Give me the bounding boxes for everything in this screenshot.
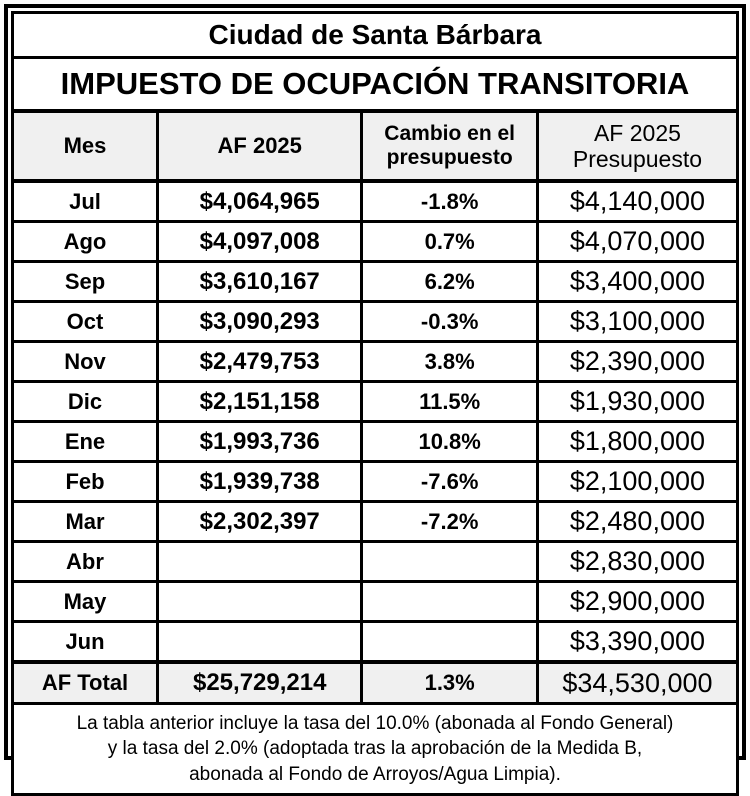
cell-af2025	[155, 580, 364, 623]
column-header-presupuesto: AF 2025 Presupuesto	[535, 109, 740, 183]
cell-total-presupuesto: $34,530,000	[535, 660, 740, 705]
table-row-jun: Jun $3,390,000	[11, 620, 740, 664]
page-title: Ciudad de Santa Bárbara	[11, 11, 739, 59]
table-row-ene: Ene $1,993,736 10.8% $1,800,000	[11, 420, 740, 463]
table-row-abr: Abr $2,830,000	[11, 540, 740, 583]
cell-month: Abr	[11, 540, 159, 583]
cell-cambio: -7.2%	[360, 500, 539, 543]
cell-af2025: $1,993,736	[155, 420, 364, 463]
cell-presupuesto: $2,390,000	[535, 340, 740, 383]
table-title: IMPUESTO DE OCUPACIÓN TRANSITORIA	[11, 56, 739, 113]
cell-cambio: 6.2%	[360, 260, 539, 303]
cell-af2025: $3,090,293	[155, 300, 364, 343]
footnote: La tabla anterior incluye la tasa del 10…	[11, 702, 739, 796]
footnote-line-2: y la tasa del 2.0% (adoptada tras la apr…	[107, 738, 643, 760]
cell-presupuesto: $1,800,000	[535, 420, 740, 463]
cell-month: Nov	[11, 340, 159, 383]
cell-total-af2025: $25,729,214	[155, 660, 364, 705]
cell-presupuesto: $3,100,000	[535, 300, 740, 343]
title-row-tax: IMPUESTO DE OCUPACIÓN TRANSITORIA	[11, 56, 739, 113]
column-header-af2025: AF 2025	[155, 109, 364, 183]
cell-month: Oct	[11, 300, 159, 343]
cell-month: Dic	[11, 380, 159, 423]
cell-presupuesto: $2,480,000	[535, 500, 740, 543]
footnote-row: La tabla anterior incluye la tasa del 10…	[11, 702, 739, 796]
cell-af2025: $3,610,167	[155, 260, 364, 303]
table-row-sep: Sep $3,610,167 6.2% $3,400,000	[11, 260, 740, 303]
cell-af2025	[155, 540, 364, 583]
cell-af2025: $4,097,008	[155, 220, 364, 263]
cell-presupuesto: $3,400,000	[535, 260, 740, 303]
table-row-jul: Jul $4,064,965 -1.8% $4,140,000	[11, 179, 740, 223]
cell-month: Feb	[11, 460, 159, 503]
footnote-line-3: abonada al Fondo de Arroyos/Agua Limpia)…	[189, 763, 561, 785]
cell-month: Ago	[11, 220, 159, 263]
cell-total-label: AF Total	[11, 660, 159, 705]
cell-cambio	[360, 540, 539, 583]
cell-cambio: 0.7%	[360, 220, 539, 263]
cell-af2025: $2,151,158	[155, 380, 364, 423]
cell-total-cambio: 1.3%	[360, 660, 539, 705]
cell-presupuesto: $1,930,000	[535, 380, 740, 423]
table-row-total: AF Total $25,729,214 1.3% $34,530,000	[11, 660, 740, 705]
table-row-oct: Oct $3,090,293 -0.3% $3,100,000	[11, 300, 740, 343]
cell-month: Jul	[11, 179, 159, 223]
cell-month: Mar	[11, 500, 159, 543]
table-row-feb: Feb $1,939,738 -7.6% $2,100,000	[11, 460, 740, 503]
table-row-ago: Ago $4,097,008 0.7% $4,070,000	[11, 220, 740, 263]
table-row-nov: Nov $2,479,753 3.8% $2,390,000	[11, 340, 740, 383]
cell-cambio: -0.3%	[360, 300, 539, 343]
cell-presupuesto: $2,100,000	[535, 460, 740, 503]
cell-presupuesto: $4,070,000	[535, 220, 740, 263]
cell-af2025: $1,939,738	[155, 460, 364, 503]
cell-presupuesto: $4,140,000	[535, 179, 740, 223]
cell-cambio	[360, 580, 539, 623]
cell-cambio	[360, 620, 539, 664]
table-row-may: May $2,900,000	[11, 580, 740, 623]
cell-presupuesto: $2,830,000	[535, 540, 740, 583]
cell-cambio: 3.8%	[360, 340, 539, 383]
table-outer-frame: Ciudad de Santa Bárbara IMPUESTO DE OCUP…	[4, 4, 746, 796]
cell-af2025: $4,064,965	[155, 179, 364, 223]
cell-month: Sep	[11, 260, 159, 303]
column-header-row: Mes AF 2025 Cambio en el presupuesto AF …	[11, 109, 740, 183]
cell-presupuesto: $3,390,000	[535, 620, 740, 664]
cell-cambio: -1.8%	[360, 179, 539, 223]
cell-month: Ene	[11, 420, 159, 463]
occupancy-tax-table: Ciudad de Santa Bárbara IMPUESTO DE OCUP…	[11, 11, 740, 796]
cell-presupuesto: $2,900,000	[535, 580, 740, 623]
footnote-line-1: La tabla anterior incluye la tasa del 10…	[76, 713, 674, 735]
cell-month: May	[11, 580, 159, 623]
title-row-city: Ciudad de Santa Bárbara	[11, 11, 739, 59]
column-header-mes: Mes	[11, 109, 159, 183]
column-header-cambio: Cambio en el presupuesto	[360, 109, 539, 183]
table-row-mar: Mar $2,302,397 -7.2% $2,480,000	[11, 500, 740, 543]
cell-cambio: 10.8%	[360, 420, 539, 463]
cell-cambio: -7.6%	[360, 460, 539, 503]
cell-af2025: $2,302,397	[155, 500, 364, 543]
table-row-dic: Dic $2,151,158 11.5% $1,930,000	[11, 380, 740, 423]
cell-af2025	[155, 620, 364, 664]
cell-cambio: 11.5%	[360, 380, 539, 423]
cell-month: Jun	[11, 620, 159, 664]
cell-af2025: $2,479,753	[155, 340, 364, 383]
